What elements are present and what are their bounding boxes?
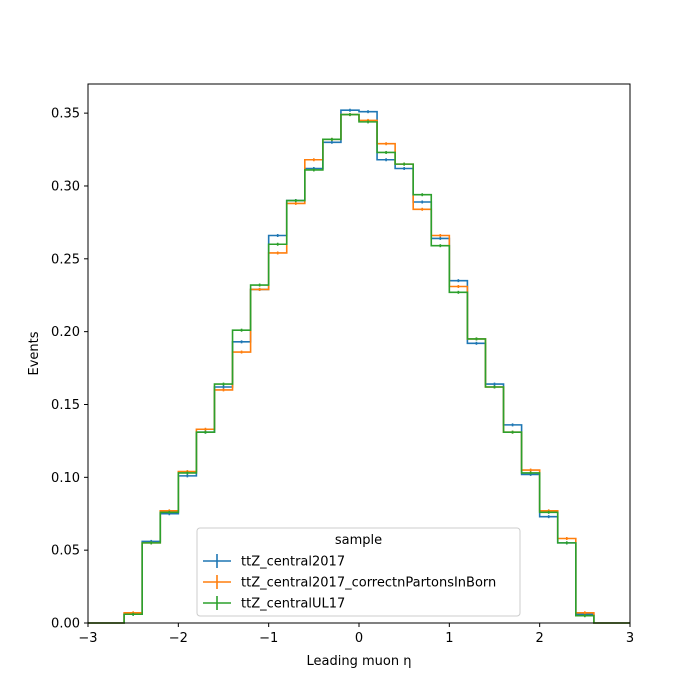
- legend-label: ttZ_central2017: [241, 555, 345, 570]
- x-tick-label: −1: [259, 631, 278, 646]
- x-tick-label: 2: [536, 631, 544, 646]
- y-tick-label: 0.15: [51, 398, 80, 413]
- y-tick-label: 0.20: [51, 325, 80, 340]
- y-tick-label: 0.25: [51, 252, 80, 267]
- ticks-layer: −3 −2 −1 0 1 2 3 0.00 0.05 0.10 0.15 0.20 0.25 0.30 0.…: [51, 107, 634, 646]
- x-axis-label: Leading muon η: [307, 654, 412, 669]
- y-axis-label: Events: [27, 331, 42, 375]
- y-tick-label: 0.10: [51, 471, 80, 486]
- legend-label: ttZ_centralUL17: [241, 597, 345, 612]
- x-tick-label: −3: [78, 631, 97, 646]
- legend-box: [196, 527, 521, 617]
- x-tick-label: 3: [626, 631, 634, 646]
- plot-frame: [87, 83, 631, 624]
- legend-entry: ttZ_central2017: [203, 554, 345, 570]
- series-layer: [88, 108, 630, 624]
- y-tick-label: 0.30: [51, 179, 80, 194]
- legend-entry: ttZ_centralUL17: [203, 596, 345, 612]
- legend-entry: ttZ_central2017_correctnPartonsInBorn: [203, 575, 496, 591]
- x-tick-label: 0: [355, 631, 363, 646]
- legend: sample ttZ_central2017 ttZ_central2017_cor…: [196, 527, 521, 617]
- series-2: [88, 113, 630, 624]
- y-tick-label: 0.05: [51, 544, 80, 559]
- x-tick-label: −2: [169, 631, 188, 646]
- legend-title: sample: [335, 533, 382, 548]
- x-tick-label: 1: [445, 631, 453, 646]
- legend-label: ttZ_central2017_correctnPartonsInBorn: [241, 576, 496, 591]
- y-tick-label: 0.00: [51, 617, 80, 632]
- y-tick-label: 0.35: [51, 107, 80, 122]
